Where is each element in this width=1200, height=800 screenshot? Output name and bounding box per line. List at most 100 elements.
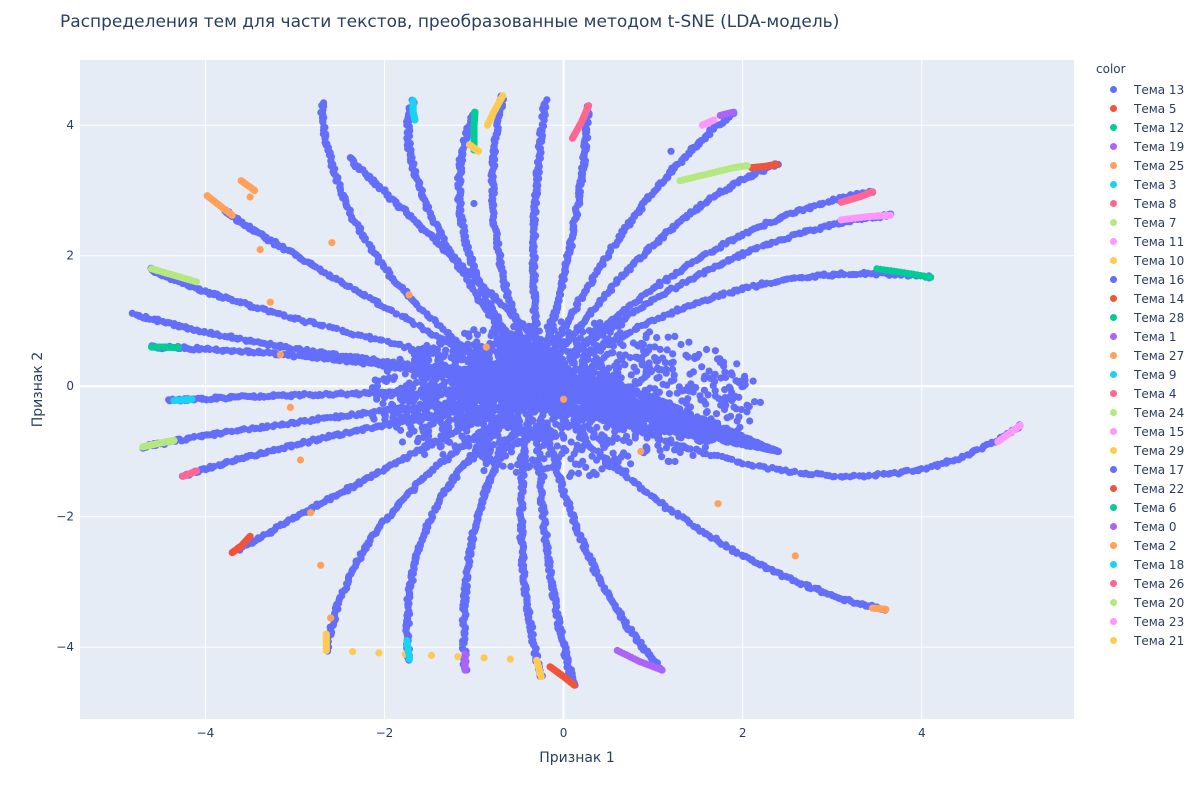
- data-point: [658, 453, 666, 461]
- data-point: [412, 378, 420, 387]
- data-point: [638, 354, 646, 362]
- data-point: [547, 385, 555, 393]
- data-point: [568, 400, 576, 408]
- data-point: [600, 407, 608, 416]
- data-point: [635, 379, 643, 387]
- data-point: [725, 383, 733, 391]
- data-point: [468, 397, 476, 405]
- data-point: [703, 408, 711, 416]
- data-point: [642, 331, 651, 339]
- data-point: [645, 346, 653, 354]
- data-point: [567, 438, 575, 446]
- data-point: [473, 331, 481, 339]
- data-point: [384, 337, 392, 345]
- data-point: [674, 406, 682, 415]
- data-point: [497, 342, 505, 350]
- data-point: [677, 340, 685, 349]
- data-point: [495, 439, 503, 447]
- data-point: [676, 448, 684, 457]
- data-point: [696, 392, 704, 400]
- data-point: [627, 460, 635, 468]
- data-point: [661, 419, 670, 427]
- data-point: [597, 382, 605, 390]
- data-point: [405, 398, 413, 406]
- data-point: [656, 345, 664, 353]
- data-point: [609, 349, 617, 357]
- data-point: [585, 372, 593, 380]
- data-point: [448, 376, 456, 384]
- data-point: [560, 434, 568, 442]
- data-point: [715, 395, 723, 403]
- data-point: [689, 451, 697, 459]
- data-point: [642, 364, 651, 372]
- data-point: [480, 467, 488, 475]
- data-point: [553, 362, 561, 370]
- data-point: [667, 359, 675, 367]
- data-point: [724, 427, 733, 435]
- data-point: [659, 405, 667, 413]
- data-point: [664, 333, 672, 341]
- data-point: [552, 420, 560, 428]
- data-point: [429, 420, 437, 428]
- data-point: [716, 358, 724, 367]
- data-point: [622, 410, 630, 418]
- data-point: [740, 440, 748, 448]
- data-point: [639, 421, 647, 429]
- data-point: [685, 338, 693, 346]
- data-point: [576, 374, 584, 382]
- data-point: [627, 384, 635, 392]
- data-point: [717, 374, 725, 382]
- data-point: [544, 464, 552, 472]
- data-point: [627, 391, 636, 399]
- data-point: [717, 435, 725, 443]
- data-point: [554, 372, 562, 380]
- data-point: [516, 383, 524, 391]
- data-point: [429, 378, 437, 386]
- data-point: [711, 347, 720, 355]
- data-point: [658, 366, 666, 374]
- data-point: [702, 345, 711, 354]
- data-point: [651, 411, 660, 419]
- data-point: [553, 442, 561, 450]
- data-point: [639, 340, 648, 349]
- data-point: [644, 403, 652, 411]
- data-point: [758, 443, 766, 451]
- data-point: [320, 99, 328, 107]
- data-point: [714, 425, 722, 433]
- data-point: [578, 382, 586, 390]
- data-point: [564, 423, 572, 431]
- data-point: [741, 372, 749, 380]
- data-point: [398, 404, 406, 412]
- data-point: [635, 401, 644, 409]
- data-point: [619, 436, 628, 444]
- data-point: [672, 424, 680, 432]
- data-point: [610, 404, 618, 412]
- data-point: [706, 424, 714, 432]
- data-point: [704, 434, 712, 442]
- data-point: [704, 391, 712, 399]
- data-point: [671, 457, 679, 466]
- data-point: [596, 370, 604, 378]
- data-point: [559, 384, 567, 392]
- data-point: [545, 362, 553, 370]
- data-point: [733, 360, 741, 368]
- data-point: [712, 410, 721, 418]
- data-point: [664, 457, 672, 465]
- data-point: [569, 387, 578, 395]
- data-point: [733, 417, 741, 425]
- data-point: [521, 365, 529, 373]
- data-point: [651, 354, 659, 362]
- data-point: [569, 374, 578, 382]
- data-point: [642, 371, 650, 379]
- data-point: [702, 400, 710, 408]
- data-point: [425, 356, 433, 364]
- data-point: [611, 455, 619, 463]
- data-point: [675, 383, 683, 391]
- data-point: [701, 443, 710, 451]
- data-point: [673, 389, 681, 397]
- data-point: [751, 398, 759, 406]
- data-point: [444, 418, 452, 426]
- data-point: [391, 373, 399, 381]
- data-point: [514, 357, 522, 365]
